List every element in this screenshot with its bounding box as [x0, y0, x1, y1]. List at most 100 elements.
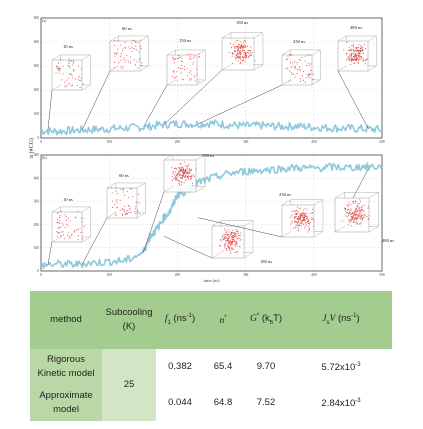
particle	[294, 61, 296, 63]
particle	[350, 213, 352, 215]
x-tick-label: 500	[379, 273, 385, 277]
particle	[355, 48, 357, 50]
particle	[77, 238, 79, 240]
particle	[115, 214, 117, 217]
particle	[238, 45, 240, 47]
particle	[83, 226, 85, 228]
particle	[232, 248, 234, 250]
particle	[313, 218, 315, 221]
particle	[363, 209, 365, 212]
particle	[181, 176, 183, 179]
particle	[224, 229, 226, 231]
snapshot-leader-line	[47, 241, 53, 266]
particle	[251, 51, 253, 53]
particle	[81, 220, 83, 223]
particle	[305, 224, 307, 226]
particle	[360, 207, 362, 209]
particle	[174, 176, 176, 179]
j-close: )	[356, 313, 360, 325]
snapshot-time-label: 60 ns	[119, 173, 129, 178]
particle	[302, 216, 304, 218]
particle	[58, 68, 60, 70]
particle	[193, 175, 195, 177]
particle	[237, 233, 239, 235]
particle	[123, 59, 125, 61]
particle	[355, 214, 357, 216]
particle	[238, 49, 240, 51]
particle	[62, 73, 64, 75]
particle	[236, 46, 238, 48]
box-edge	[136, 182, 146, 189]
particle	[299, 68, 301, 70]
particle	[235, 235, 237, 237]
snapshot-box	[334, 192, 379, 233]
particle	[350, 57, 353, 59]
particle	[222, 239, 224, 241]
particle	[291, 54, 293, 56]
particle	[298, 66, 301, 68]
particle	[359, 217, 361, 219]
x-tick-label: 300	[243, 140, 249, 144]
particle	[132, 39, 134, 41]
particle	[180, 170, 182, 172]
particle	[362, 217, 364, 219]
particle	[57, 227, 59, 229]
particle	[178, 57, 181, 59]
particle	[183, 68, 186, 70]
snapshot-time-label: 10 ns	[63, 197, 73, 202]
particle	[350, 217, 352, 219]
particle	[235, 54, 237, 56]
j-subscript: s	[326, 320, 330, 327]
snapshot-time-label: 150 ns	[179, 38, 191, 43]
particle	[179, 181, 181, 183]
particle	[239, 56, 241, 58]
particle	[58, 222, 60, 225]
particle	[224, 243, 226, 245]
particle	[57, 62, 59, 64]
particle	[296, 206, 298, 208]
j-symbol: J	[322, 314, 327, 325]
particle	[125, 213, 127, 215]
particle	[359, 218, 361, 220]
particle	[188, 57, 190, 59]
particle	[350, 63, 352, 65]
particle	[223, 244, 225, 246]
particle	[305, 215, 307, 218]
particle	[247, 50, 249, 52]
particle	[125, 59, 127, 61]
particle	[289, 54, 291, 56]
particle	[312, 79, 314, 81]
particle	[189, 53, 191, 55]
particle	[129, 56, 131, 58]
particle	[225, 247, 227, 249]
particle	[346, 212, 348, 214]
header-f1: f1 (ns-1)	[156, 291, 204, 349]
particle	[239, 53, 241, 55]
particle	[119, 199, 121, 201]
particle	[230, 244, 232, 246]
particle	[233, 235, 235, 237]
particle	[61, 231, 63, 233]
particle	[250, 53, 252, 55]
x-tick-label: 300	[243, 273, 249, 277]
snapshot-time-label: 230 ns	[279, 192, 291, 197]
particle	[126, 190, 128, 192]
particle	[114, 212, 116, 214]
particle	[250, 54, 252, 57]
particle	[358, 58, 360, 60]
panel-label: (b)	[42, 155, 47, 160]
particle	[229, 249, 231, 251]
particle	[357, 207, 359, 209]
particle	[239, 54, 241, 56]
particle	[229, 231, 231, 233]
row1-f1: 0.382	[156, 349, 204, 385]
j-unit: (ns	[337, 313, 352, 325]
particle	[224, 233, 226, 235]
particle	[237, 231, 239, 233]
box-edge	[243, 220, 254, 227]
particle	[299, 215, 301, 218]
particle	[120, 188, 122, 190]
particle	[237, 39, 239, 41]
particle	[60, 234, 62, 237]
particle	[138, 213, 140, 215]
